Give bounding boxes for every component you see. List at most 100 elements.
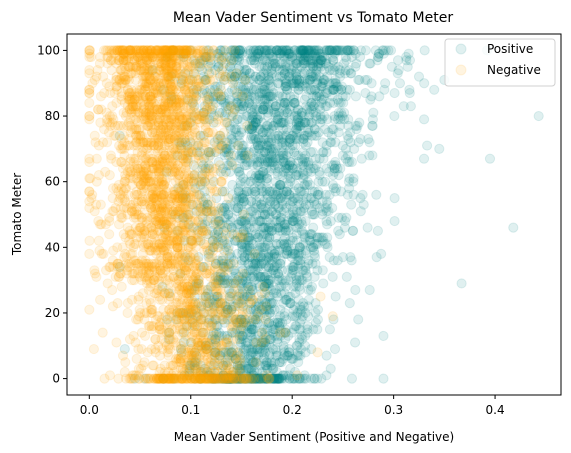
data-point-positive (279, 160, 291, 171)
data-point-positive (271, 373, 282, 384)
data-point-positive (209, 84, 220, 95)
data-point-positive (253, 373, 264, 384)
data-point-positive (162, 51, 173, 63)
data-point-positive (346, 373, 358, 384)
data-point-positive (236, 373, 247, 384)
data-point-positive (294, 117, 305, 128)
data-point-positive (324, 324, 336, 335)
data-point-positive (261, 143, 272, 154)
data-point-positive (272, 317, 283, 328)
data-point-positive (242, 235, 254, 246)
data-point-positive (300, 215, 311, 227)
data-point-positive (243, 147, 255, 158)
data-point-positive (256, 186, 267, 197)
data-point-positive (245, 133, 256, 145)
data-point-positive (220, 373, 232, 384)
data-point-positive (227, 107, 239, 118)
data-point-positive (246, 281, 258, 292)
data-point-positive (223, 209, 234, 220)
data-point-positive (226, 347, 237, 358)
data-point-positive (317, 78, 328, 89)
data-point-positive (274, 183, 285, 194)
data-point-positive (239, 71, 250, 82)
data-point-positive (312, 304, 324, 315)
data-point-positive (404, 87, 415, 99)
data-point-positive (266, 147, 277, 158)
data-point-positive (418, 114, 430, 125)
data-point-positive (305, 284, 316, 296)
data-point-positive (304, 45, 315, 56)
data-point-positive (232, 101, 244, 112)
data-point-positive (229, 48, 240, 59)
data-point-positive (319, 45, 330, 56)
data-point-positive (331, 183, 342, 194)
data-point-positive (193, 252, 204, 263)
data-point-positive (263, 104, 274, 115)
data-point-positive (343, 176, 355, 187)
data-point-positive (204, 147, 215, 158)
data-point-positive (259, 45, 270, 56)
data-point-positive (267, 51, 278, 63)
data-point-positive (198, 307, 209, 319)
data-point-positive (268, 120, 279, 131)
data-point-positive (253, 133, 264, 145)
data-point-positive (280, 81, 291, 92)
data-point-positive (328, 183, 339, 194)
data-point-positive (284, 61, 295, 72)
data-point-positive (324, 189, 335, 200)
data-point-positive (252, 248, 263, 259)
data-point-negative (84, 173, 95, 184)
data-point-negative (237, 304, 248, 315)
data-point-positive (274, 48, 285, 59)
data-point-positive (170, 209, 181, 220)
data-point-positive (385, 45, 397, 56)
data-point-positive (267, 68, 278, 79)
data-point-positive (242, 110, 253, 122)
data-point-positive (321, 350, 332, 361)
data-point-positive (270, 215, 281, 227)
data-point-positive (266, 245, 277, 256)
data-point-positive (231, 373, 242, 384)
data-point-positive (205, 147, 216, 158)
data-point-positive (236, 314, 247, 325)
data-point-positive (227, 275, 238, 286)
data-point-negative (226, 71, 237, 82)
data-point-positive (264, 153, 275, 164)
data-point-positive (295, 206, 306, 217)
data-point-positive (268, 156, 279, 168)
data-point-positive (296, 110, 307, 122)
data-point-positive (247, 334, 258, 345)
data-point-positive (250, 45, 262, 56)
data-point-positive (303, 55, 314, 66)
data-point-positive (335, 71, 346, 82)
data-point-positive (252, 232, 263, 243)
data-point-positive (225, 101, 236, 112)
data-point-positive (259, 360, 270, 371)
data-point-positive (263, 291, 274, 302)
data-point-positive (274, 107, 285, 118)
data-point-positive (186, 235, 197, 246)
data-point-positive (320, 101, 331, 112)
data-point-positive (221, 373, 232, 384)
data-point-positive (222, 143, 233, 154)
data-point-negative (84, 248, 95, 259)
data-point-positive (272, 275, 283, 286)
data-point-positive (250, 258, 261, 269)
data-point-positive (252, 252, 263, 263)
data-point-positive (279, 61, 291, 72)
data-point-positive (265, 81, 276, 92)
data-point-positive (211, 192, 222, 204)
data-point-negative (187, 275, 198, 286)
data-point-positive (307, 58, 319, 69)
data-point-positive (217, 206, 228, 217)
data-point-positive (295, 350, 306, 361)
data-point-positive (307, 71, 318, 82)
data-point-positive (236, 238, 247, 250)
data-point-positive (299, 94, 310, 105)
data-point-positive (249, 81, 261, 92)
data-point-positive (244, 176, 256, 187)
data-point-positive (288, 212, 300, 223)
data-point-negative (137, 248, 148, 259)
data-point-positive (228, 278, 239, 289)
data-point-positive (291, 311, 302, 322)
